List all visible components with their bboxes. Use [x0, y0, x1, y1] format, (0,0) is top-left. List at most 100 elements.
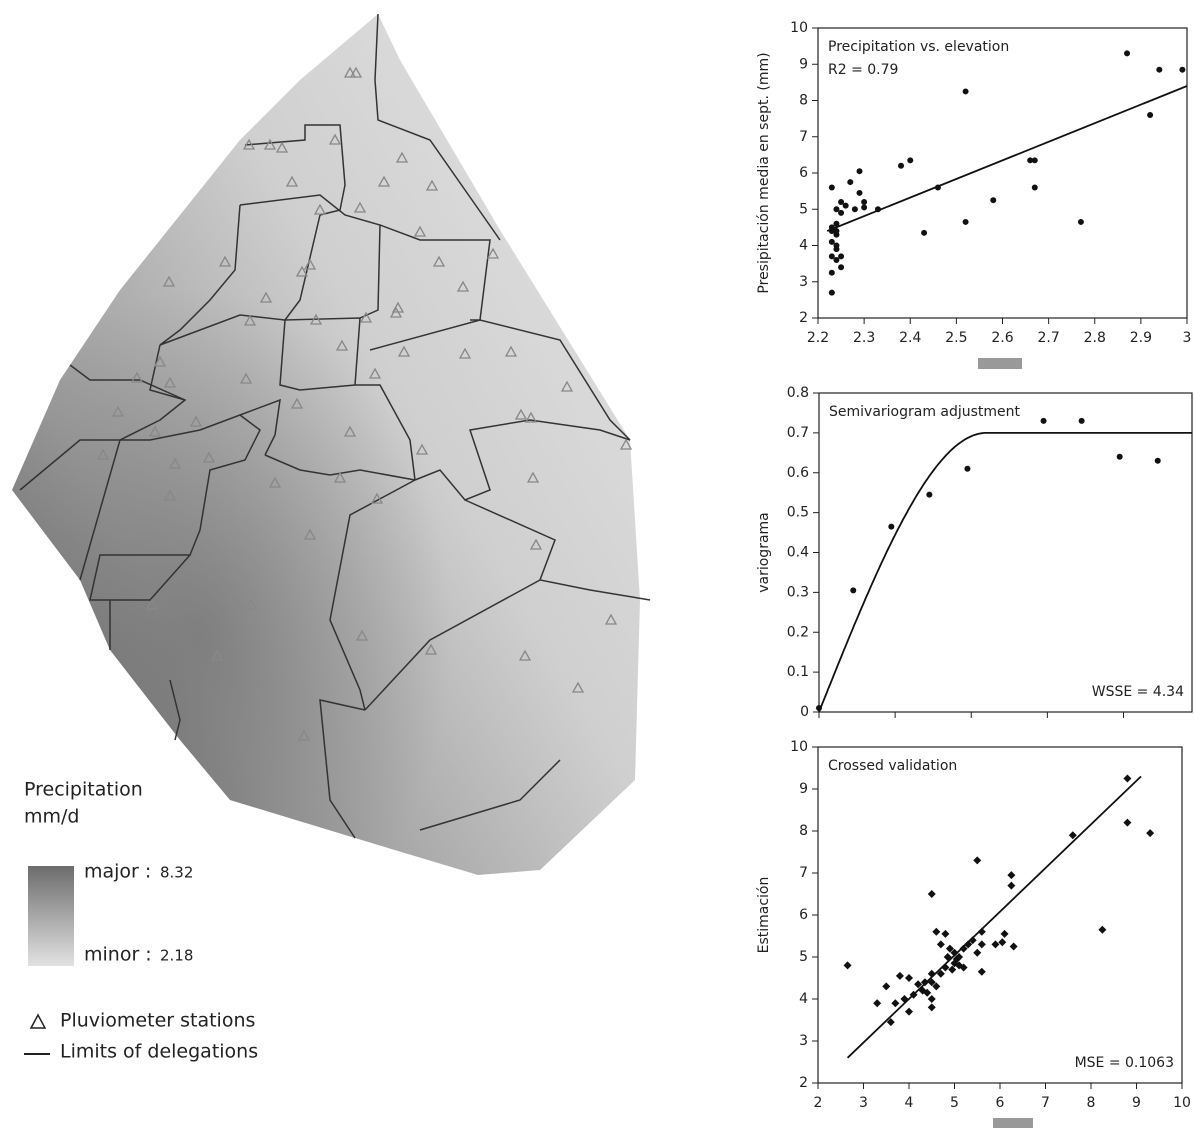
point [1032, 157, 1038, 163]
point [973, 856, 981, 864]
figure: Precipitation mm/d major : 8.32 minor : … [0, 0, 1194, 1134]
point [1117, 454, 1123, 460]
point [905, 974, 913, 982]
point [1001, 930, 1009, 938]
point [852, 206, 858, 212]
point [1007, 871, 1015, 879]
point [1010, 943, 1018, 951]
point [1098, 926, 1106, 934]
y-axis-label: variograma [756, 512, 772, 593]
axis-label-placeholder [978, 358, 1022, 369]
point [978, 928, 986, 936]
map [12, 14, 650, 875]
x-tick-label: 5 [950, 1095, 959, 1111]
x-tick-label: 2.2 [807, 330, 829, 346]
annotation: WSSE = 4.34 [1092, 684, 1184, 700]
point [935, 185, 941, 191]
y-tick-label: 8 [799, 823, 808, 839]
y-tick-label: 9 [799, 56, 808, 72]
point [921, 230, 927, 236]
y-tick-label: 0.6 [787, 465, 809, 481]
y-tick-label: 7 [799, 865, 808, 881]
legend-unit: mm/d [24, 806, 79, 828]
y-tick-label: 3 [799, 1033, 808, 1049]
chart-title: Precipitation vs. elevation [828, 39, 1009, 55]
point [833, 228, 839, 234]
point [1146, 829, 1154, 837]
point [932, 928, 940, 936]
point [896, 972, 904, 980]
point [875, 206, 881, 212]
point [907, 157, 913, 163]
point [861, 199, 867, 205]
legend-minor-value: 2.18 [160, 947, 193, 965]
point [1124, 50, 1130, 56]
chart-title: Crossed validation [828, 758, 957, 774]
point [850, 587, 856, 593]
point [948, 966, 956, 974]
point [898, 163, 904, 169]
y-tick-label: 5 [799, 201, 808, 217]
y-tick-label: 9 [799, 781, 808, 797]
point [928, 890, 936, 898]
y-tick-label: 6 [799, 907, 808, 923]
y-tick-label: 0.8 [787, 385, 809, 401]
point [882, 982, 890, 990]
point [843, 203, 849, 209]
x-tick-label: 8 [1087, 1095, 1096, 1111]
legend-stations: Pluviometer stations [60, 1010, 255, 1032]
point [1041, 418, 1047, 424]
point [1079, 418, 1085, 424]
y-tick-label: 4 [799, 991, 808, 1007]
point [1155, 458, 1161, 464]
point [991, 940, 999, 948]
point [937, 940, 945, 948]
y-tick-label: 0.2 [787, 624, 809, 640]
point [973, 949, 981, 957]
x-tick-label: 2.4 [899, 330, 921, 346]
map-legend: Precipitation mm/d major : 8.32 minor : … [24, 779, 258, 1063]
legend-major-text: major : [84, 861, 151, 883]
y-tick-label: 2 [799, 1075, 808, 1091]
point [978, 940, 986, 948]
y-tick-label: 10 [790, 739, 808, 755]
point [847, 179, 853, 185]
legend-title: Precipitation [24, 779, 143, 801]
x-tick-label: 2.6 [991, 330, 1013, 346]
point [873, 999, 881, 1007]
point [941, 964, 949, 972]
x-tick-label: 2.3 [853, 330, 875, 346]
point [844, 961, 852, 969]
point [857, 190, 863, 196]
point [816, 705, 822, 711]
point [891, 999, 899, 1007]
fit-line [827, 86, 1187, 231]
point [926, 492, 932, 498]
point [833, 243, 839, 249]
legend-major-value: 8.32 [160, 864, 193, 882]
x-tick-label: 2.7 [1037, 330, 1059, 346]
y-tick-label: 6 [799, 165, 808, 181]
axis-label-placeholder [993, 1118, 1033, 1128]
model-curve [819, 433, 1192, 712]
y-tick-label: 8 [799, 93, 808, 109]
point [861, 204, 867, 210]
x-tick-label: 9 [1132, 1095, 1141, 1111]
legend-colorbar [28, 866, 74, 966]
point [905, 1008, 913, 1016]
fit-line [848, 776, 1141, 1057]
x-tick-label: 7 [1041, 1095, 1050, 1111]
point [1007, 882, 1015, 890]
y-tick-label: 0.3 [787, 584, 809, 600]
point [888, 524, 894, 530]
annotation: MSE = 0.1063 [1075, 1055, 1174, 1071]
x-tick-label: 2.9 [1130, 330, 1152, 346]
y-tick-label: 0.1 [787, 664, 809, 680]
plot-frame [819, 393, 1192, 712]
x-tick-label: 10 [1173, 1095, 1191, 1111]
y-tick-label: 0.7 [787, 425, 809, 441]
y-tick-label: 7 [799, 129, 808, 145]
point [928, 970, 936, 978]
y-tick-label: 5 [799, 949, 808, 965]
y-tick-label: 2 [799, 310, 808, 326]
